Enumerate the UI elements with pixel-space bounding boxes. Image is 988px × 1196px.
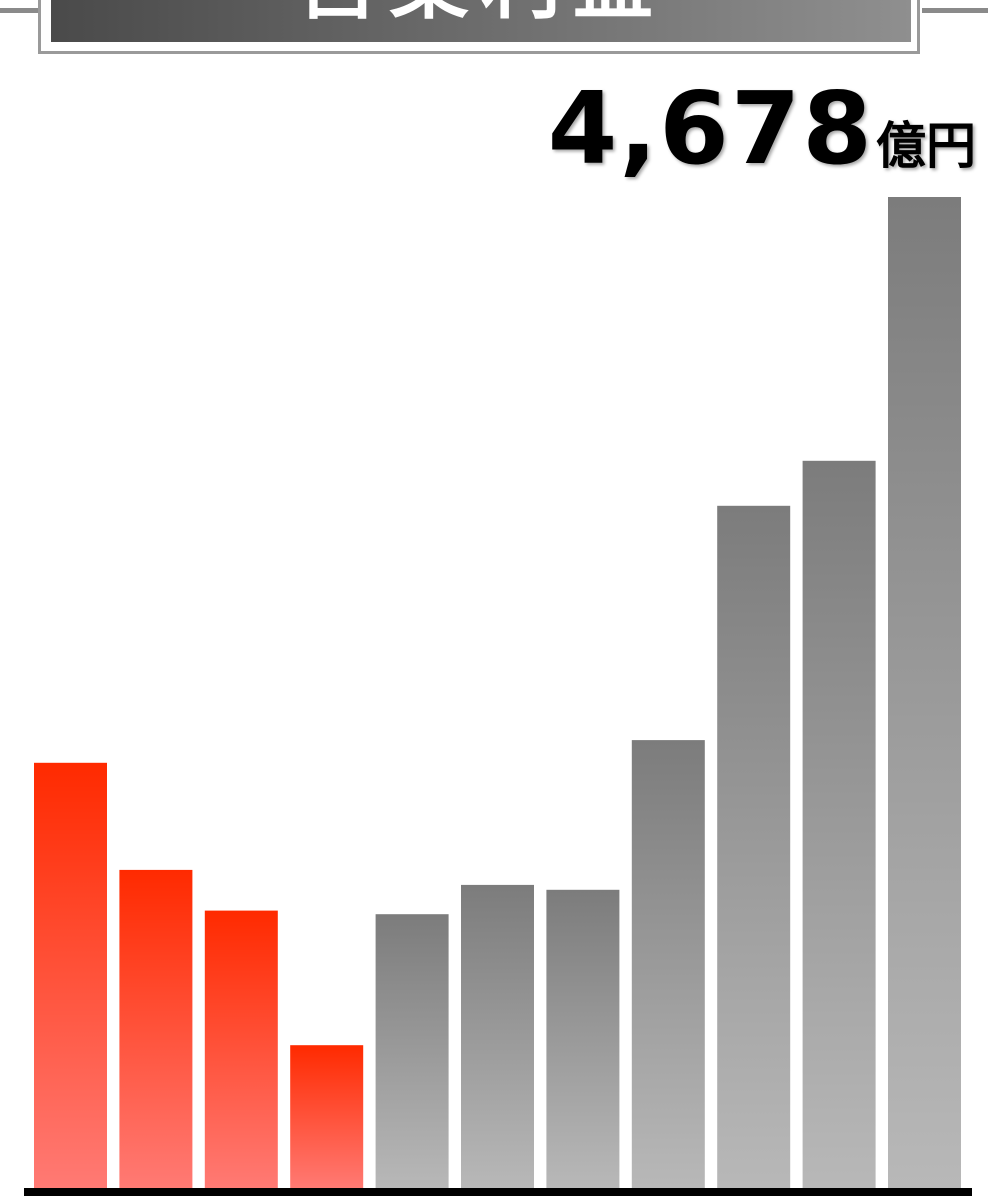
- bar-10: [802, 460, 876, 1189]
- headline-number: 4,678: [547, 70, 874, 187]
- bar-3: [204, 910, 278, 1189]
- banner-rule-left: [0, 8, 40, 13]
- bar-11: [888, 197, 961, 1189]
- bar-7: [546, 889, 620, 1189]
- headline-unit: 億円: [876, 117, 976, 175]
- title-banner: 営業利益: [51, 0, 911, 42]
- bar-1: [34, 762, 107, 1189]
- banner-rule-right: [922, 8, 988, 13]
- headline-value: 4,678億円: [548, 74, 976, 184]
- bar-4: [290, 1045, 364, 1189]
- bar-6: [461, 884, 534, 1189]
- baseline-axis: [24, 1188, 972, 1196]
- bar-5: [375, 914, 449, 1189]
- bar-group: [34, 197, 961, 1189]
- banner-title: 営業利益: [51, 0, 911, 24]
- bar-9: [717, 505, 791, 1189]
- bar-8: [631, 740, 705, 1189]
- bar-2: [119, 869, 193, 1189]
